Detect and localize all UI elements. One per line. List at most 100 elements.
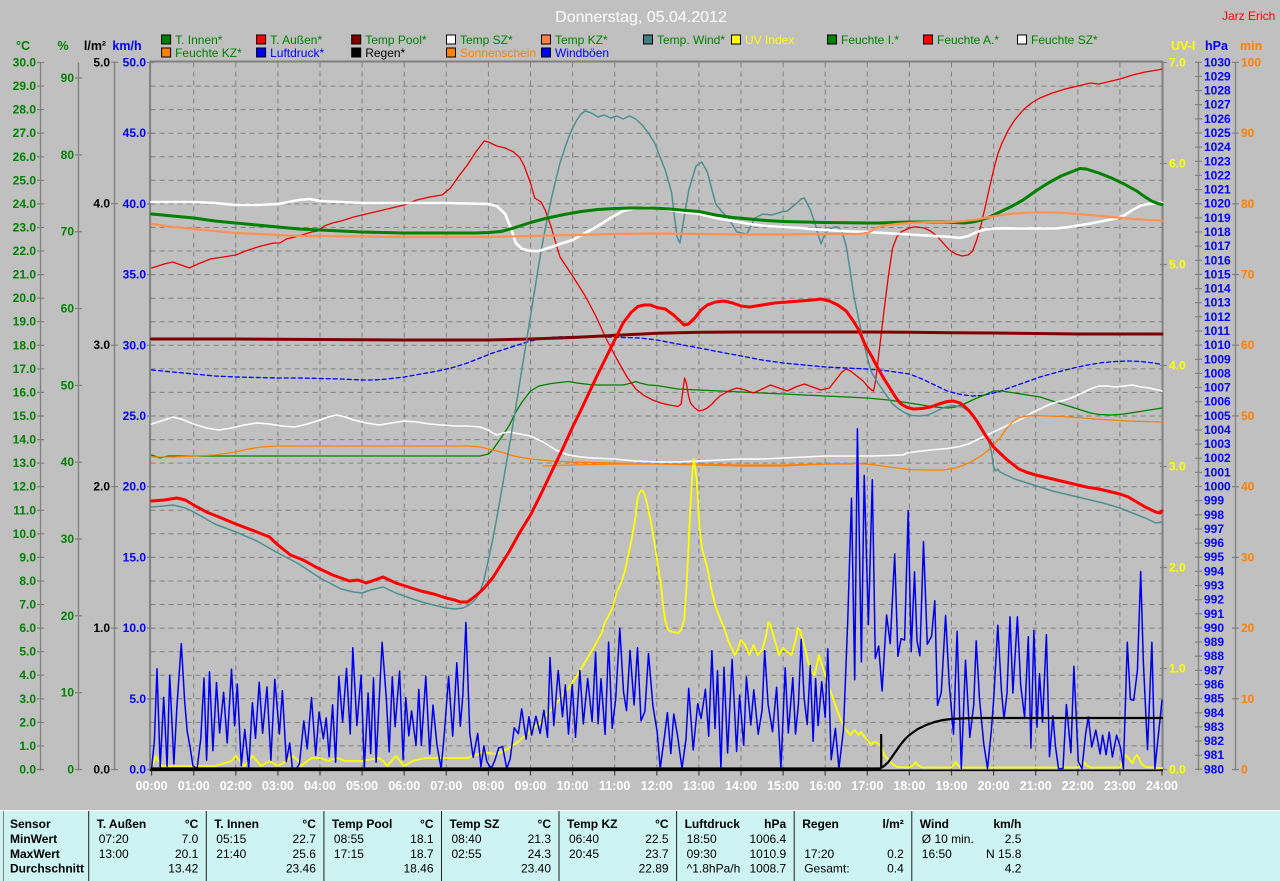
svg-text:Feuchte SZ*: Feuchte SZ* [1031,33,1098,47]
svg-text:Temp Pool: Temp Pool [332,817,392,831]
svg-text:10: 10 [61,686,75,700]
svg-text:23:00: 23:00 [1104,779,1136,793]
svg-text:1011: 1011 [1204,324,1230,338]
svg-text:01:00: 01:00 [178,779,210,793]
svg-text:13.42: 13.42 [168,862,198,876]
svg-text:23.0: 23.0 [13,221,37,235]
svg-text:l/m²: l/m² [84,39,106,53]
svg-text:989: 989 [1204,635,1224,649]
svg-text:09:30: 09:30 [687,847,717,861]
svg-text:Feuchte A.*: Feuchte A.* [937,33,999,47]
svg-text:N 15.8: N 15.8 [986,847,1022,861]
svg-text:983: 983 [1204,720,1224,734]
svg-text:10: 10 [1241,692,1255,706]
svg-text:MinWert: MinWert [10,832,57,846]
svg-text:981: 981 [1204,748,1224,762]
svg-text:60: 60 [61,302,75,316]
svg-text:50: 50 [61,378,75,392]
svg-text:0.2: 0.2 [887,847,904,861]
svg-text:hPa: hPa [764,817,786,831]
svg-text:17:00: 17:00 [851,779,883,793]
svg-text:21:00: 21:00 [1020,779,1052,793]
svg-text:20: 20 [1241,621,1255,635]
svg-text:km/h: km/h [993,817,1021,831]
svg-text:995: 995 [1204,550,1224,564]
svg-text:992: 992 [1204,593,1224,607]
svg-text:1003: 1003 [1204,437,1231,451]
svg-text:17:20: 17:20 [804,847,834,861]
svg-text:20.1: 20.1 [175,847,199,861]
svg-text:1016: 1016 [1204,253,1231,267]
svg-text:28.0: 28.0 [13,103,37,117]
svg-text:02:00: 02:00 [220,779,252,793]
svg-text:990: 990 [1204,621,1224,635]
svg-text:1004: 1004 [1204,423,1231,437]
svg-text:°C: °C [16,39,30,53]
svg-text:16:50: 16:50 [922,847,952,861]
svg-text:35.0: 35.0 [123,268,147,282]
svg-text:980: 980 [1204,762,1224,776]
svg-text:1027: 1027 [1204,98,1231,112]
svg-text:Feuchte I.*: Feuchte I.* [841,33,899,47]
svg-text:T. Außen: T. Außen [97,817,147,831]
svg-text:7.0: 7.0 [19,598,36,612]
svg-text:10.0: 10.0 [123,621,147,635]
svg-text:08:00: 08:00 [472,779,504,793]
svg-text:7.0: 7.0 [182,832,199,846]
svg-text:°C: °C [655,817,669,831]
svg-text:999: 999 [1204,494,1224,508]
svg-text:17:15: 17:15 [334,847,364,861]
svg-text:20.0: 20.0 [13,291,37,305]
svg-text:22.0: 22.0 [13,244,37,258]
svg-text:min: min [1240,39,1262,53]
svg-text:UV-I: UV-I [1171,39,1195,53]
svg-text:2.5: 2.5 [1005,832,1022,846]
svg-text:22.89: 22.89 [639,862,669,876]
svg-text:UV Index: UV Index [745,33,794,47]
svg-text:13.0: 13.0 [13,456,37,470]
svg-text:997: 997 [1204,522,1224,536]
svg-text:60: 60 [1241,338,1255,352]
svg-text:6.0: 6.0 [1169,157,1186,171]
svg-text:20.0: 20.0 [123,480,147,494]
svg-text:994: 994 [1204,564,1224,578]
svg-text:993: 993 [1204,579,1224,593]
svg-text:T. Außen*: T. Außen* [270,33,322,47]
svg-text:°C: °C [538,817,552,831]
svg-text:Temp SZ: Temp SZ [450,817,500,831]
svg-text:1015: 1015 [1204,267,1231,281]
svg-text:4.0: 4.0 [93,197,110,211]
svg-text:Durchschnitt: Durchschnitt [10,862,84,876]
svg-text:9.0: 9.0 [19,550,36,564]
svg-text:Temp SZ*: Temp SZ* [460,33,513,47]
svg-text:50: 50 [1241,409,1255,423]
svg-text:15.0: 15.0 [123,550,147,564]
svg-text:0: 0 [67,763,74,777]
svg-text:km/h: km/h [112,39,141,53]
svg-text:25.6: 25.6 [293,847,317,861]
svg-text:°C: °C [302,817,316,831]
svg-text:80: 80 [1241,197,1255,211]
svg-text:985: 985 [1204,692,1224,706]
svg-text:40.0: 40.0 [123,197,147,211]
svg-text:5.0: 5.0 [129,692,146,706]
svg-text:1022: 1022 [1204,168,1231,182]
svg-text:1030: 1030 [1204,55,1231,69]
svg-text:Donnerstag, 05.04.2012: Donnerstag, 05.04.2012 [555,9,727,26]
svg-text:Gesamt:: Gesamt: [804,862,849,876]
svg-text:14:00: 14:00 [725,779,757,793]
svg-text:30: 30 [61,532,75,546]
svg-text:Feuchte KZ*: Feuchte KZ* [175,46,242,60]
svg-text:1021: 1021 [1204,183,1231,197]
svg-text:3.0: 3.0 [1169,460,1186,474]
svg-text:Windböen: Windböen [555,46,609,60]
svg-text:24.0: 24.0 [13,197,37,211]
svg-text:21.3: 21.3 [528,832,552,846]
svg-text:1020: 1020 [1204,197,1231,211]
svg-text:Wind: Wind [920,817,949,831]
svg-text:l/m²: l/m² [882,817,903,831]
svg-text:27.0: 27.0 [13,126,37,140]
svg-text:21.0: 21.0 [13,268,37,282]
svg-text:24:00: 24:00 [1146,779,1178,793]
svg-text:1001: 1001 [1204,465,1231,479]
